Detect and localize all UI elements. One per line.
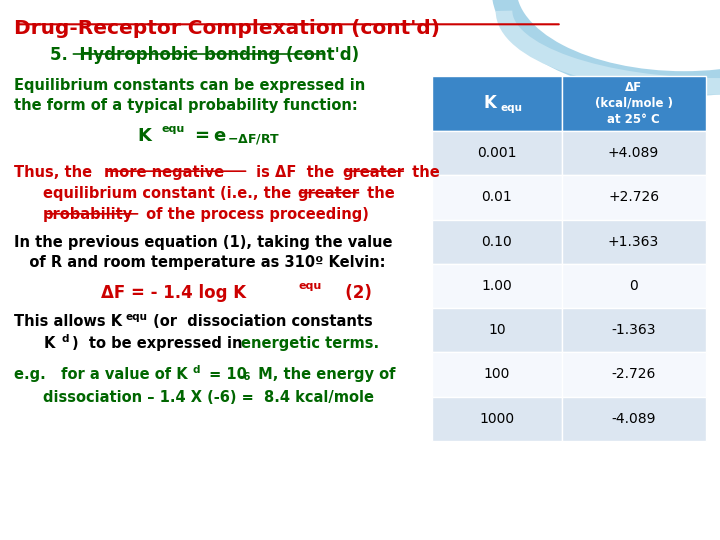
Text: ΔF = - 1.4 log K: ΔF = - 1.4 log K bbox=[101, 284, 246, 301]
Text: (2): (2) bbox=[328, 284, 372, 301]
Text: equilibrium constant (i.e., the: equilibrium constant (i.e., the bbox=[43, 186, 297, 201]
FancyBboxPatch shape bbox=[562, 176, 706, 220]
Text: dissociation – 1.4 X (-6) =  8.4 kcal/mole: dissociation – 1.4 X (-6) = 8.4 kcal/mol… bbox=[43, 390, 374, 405]
Text: ΔF
(kcal/mole )
at 25° C: ΔF (kcal/mole ) at 25° C bbox=[595, 81, 672, 126]
Text: 1.00: 1.00 bbox=[482, 279, 512, 293]
FancyBboxPatch shape bbox=[432, 353, 562, 396]
Text: +1.363: +1.363 bbox=[608, 235, 660, 248]
Text: equ: equ bbox=[299, 281, 322, 292]
FancyBboxPatch shape bbox=[562, 264, 706, 308]
FancyBboxPatch shape bbox=[432, 176, 562, 220]
Text: -4.089: -4.089 bbox=[611, 412, 656, 426]
Text: -1.363: -1.363 bbox=[611, 323, 656, 337]
Text: +2.726: +2.726 bbox=[608, 191, 660, 204]
FancyBboxPatch shape bbox=[562, 308, 706, 353]
FancyBboxPatch shape bbox=[432, 220, 562, 264]
Text: In the previous equation (1), taking the value
   of R and room temperature as 3: In the previous equation (1), taking the… bbox=[14, 235, 393, 269]
Text: equ: equ bbox=[126, 312, 148, 322]
Text: is ΔF  the: is ΔF the bbox=[251, 165, 339, 180]
FancyBboxPatch shape bbox=[562, 76, 706, 131]
Text: Drug-Receptor Complexation (cont'd): Drug-Receptor Complexation (cont'd) bbox=[14, 19, 441, 38]
FancyBboxPatch shape bbox=[432, 397, 562, 441]
Text: d: d bbox=[62, 334, 69, 344]
Text: $\mathbf{-\Delta F/RT}$: $\mathbf{-\Delta F/RT}$ bbox=[227, 132, 280, 146]
Text: (or  dissociation constants: (or dissociation constants bbox=[148, 314, 372, 329]
Text: equ: equ bbox=[500, 103, 522, 113]
Text: the: the bbox=[362, 186, 395, 201]
Text: Equilibrium constants can be expressed in
the form of a typical probability func: Equilibrium constants can be expressed i… bbox=[14, 78, 366, 113]
Text: K: K bbox=[483, 94, 496, 112]
Text: This allows K: This allows K bbox=[14, 314, 122, 329]
Text: 1000: 1000 bbox=[480, 412, 514, 426]
Text: = 10: = 10 bbox=[204, 367, 247, 382]
Text: -2.726: -2.726 bbox=[611, 368, 656, 381]
Text: 5.  Hydrophobic bonding (cont'd): 5. Hydrophobic bonding (cont'd) bbox=[50, 46, 359, 64]
FancyBboxPatch shape bbox=[562, 131, 706, 175]
FancyBboxPatch shape bbox=[432, 264, 562, 308]
Text: )  to be expressed in: ) to be expressed in bbox=[72, 336, 248, 351]
Text: 10: 10 bbox=[488, 323, 505, 337]
FancyBboxPatch shape bbox=[562, 397, 706, 441]
Text: M, the energy of: M, the energy of bbox=[253, 367, 396, 382]
Text: 100: 100 bbox=[484, 368, 510, 381]
Text: 0.10: 0.10 bbox=[482, 235, 512, 248]
Text: -6: -6 bbox=[239, 372, 251, 382]
Text: equ: equ bbox=[162, 124, 185, 134]
Text: K: K bbox=[43, 336, 55, 351]
Text: energetic terms.: energetic terms. bbox=[241, 336, 379, 351]
Text: $\mathbf{= e}$: $\mathbf{= e}$ bbox=[191, 127, 226, 145]
Text: of the process proceeding): of the process proceeding) bbox=[141, 207, 369, 222]
FancyBboxPatch shape bbox=[432, 308, 562, 353]
FancyBboxPatch shape bbox=[432, 76, 562, 131]
FancyBboxPatch shape bbox=[562, 353, 706, 396]
Text: +4.089: +4.089 bbox=[608, 146, 660, 160]
Text: e.g.   for a value of K: e.g. for a value of K bbox=[14, 367, 188, 382]
Text: the: the bbox=[407, 165, 439, 180]
Text: $\mathbf{K}$: $\mathbf{K}$ bbox=[137, 127, 153, 145]
FancyBboxPatch shape bbox=[432, 131, 562, 175]
Text: 0.01: 0.01 bbox=[482, 191, 512, 204]
Text: 0: 0 bbox=[629, 279, 638, 293]
Text: more negative: more negative bbox=[104, 165, 225, 180]
Text: 0.001: 0.001 bbox=[477, 146, 516, 160]
Text: Thus, the: Thus, the bbox=[14, 165, 98, 180]
Text: greater: greater bbox=[342, 165, 404, 180]
Text: d: d bbox=[193, 365, 200, 375]
Text: greater: greater bbox=[297, 186, 359, 201]
Text: probability: probability bbox=[43, 207, 133, 222]
FancyBboxPatch shape bbox=[562, 220, 706, 264]
